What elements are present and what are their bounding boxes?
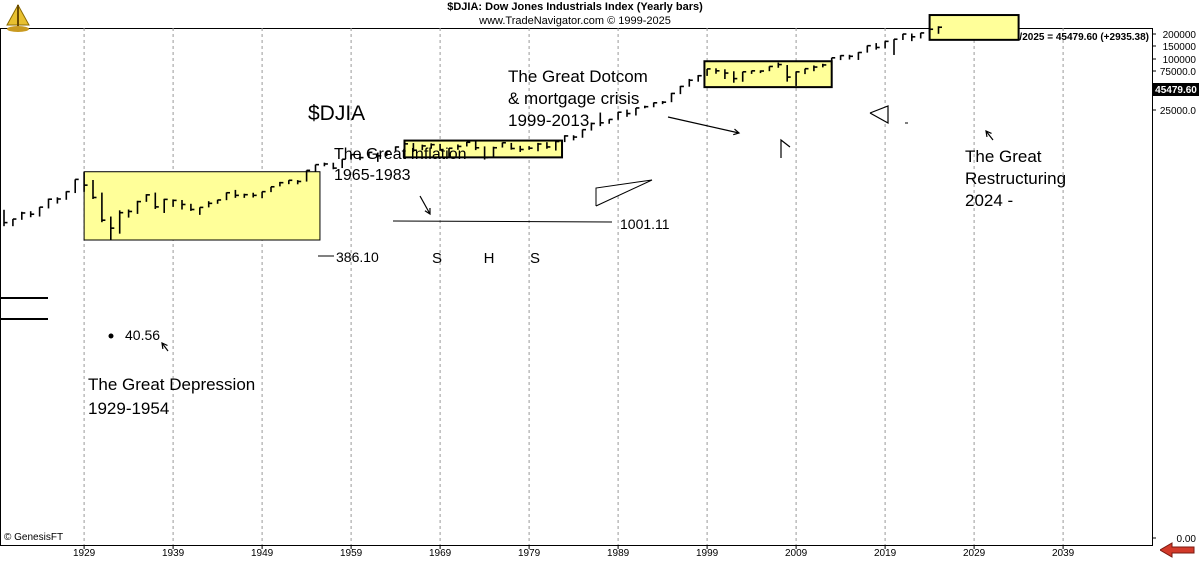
x-tick-label: 2029	[963, 548, 986, 559]
y-tick-label: 75000.0	[1160, 67, 1197, 78]
zone-label-depression: The Great Depression	[88, 375, 255, 394]
y-tick-label: 100000	[1163, 55, 1197, 66]
annotation-arrow-head	[424, 207, 431, 216]
y-tick-label: 150000	[1163, 42, 1197, 53]
annotation-arrow-head	[985, 130, 992, 138]
plot-frame	[0, 28, 1153, 546]
annotation-arrow	[667, 116, 740, 134]
x-tick-label: 2019	[874, 548, 897, 559]
chart-subtitle: www.TradeNavigator.com © 1999-2025	[479, 15, 671, 27]
trade-navigator-logo-icon[interactable]	[3, 3, 33, 38]
zone-box	[703, 60, 833, 89]
y-tick-label: 0.00	[1177, 534, 1197, 545]
price-readout: 12/31/2025 = 45479.60 (+2935.38)	[994, 32, 1149, 43]
zone-years-inflation: 1965-1983	[334, 167, 411, 184]
annotation-arrow	[161, 342, 169, 352]
price-label-1001: 1001.11	[620, 216, 670, 232]
copyright-label: © GenesisFT	[4, 532, 64, 543]
zone-label-inflation: The Great Inflation	[334, 146, 467, 163]
x-tick-label: 1999	[696, 548, 719, 559]
zone-label-restructuring: The Great	[965, 147, 1042, 166]
chart-title-bar: $DJIA: Dow Jones Industrials Index (Year…	[447, 1, 703, 13]
x-tick-label: 1969	[429, 548, 452, 559]
x-tick-label: 1939	[162, 548, 185, 559]
zone-box	[403, 139, 564, 159]
y-tick-label: 200000	[1163, 30, 1197, 41]
annotation-arrow-head	[733, 128, 741, 136]
red-left-arrow-icon[interactable]	[1159, 542, 1196, 563]
x-tick-label: 1929	[73, 548, 96, 559]
zone-label-dotcom: The Great Dotcom	[508, 67, 648, 86]
x-tick-label: 1949	[251, 548, 274, 559]
x-tick-label: 1989	[607, 548, 630, 559]
resistance-line	[392, 220, 613, 223]
head-shoulders-label: S	[432, 250, 442, 267]
x-tick-label: 2039	[1052, 548, 1075, 559]
zone-subtitle-restructuring: Restructuring	[965, 169, 1066, 188]
price-label-low: 40.56	[125, 327, 160, 343]
annotation-arrow	[419, 195, 431, 215]
zone-years-dotcom: 1999-2013	[508, 111, 589, 130]
chart-symbol-label: $DJIA	[308, 102, 365, 125]
triangle-pattern	[595, 179, 653, 207]
price-label-386: 386.10	[336, 249, 379, 265]
head-shoulders-label: S	[530, 250, 540, 267]
last-price-value: 45479.60	[1155, 85, 1197, 96]
zone-years-restructuring: 2024 -	[965, 191, 1013, 210]
head-shoulders-label: H	[484, 250, 495, 267]
x-tick-label: 1979	[518, 548, 541, 559]
low-point-marker	[108, 333, 114, 339]
last-price-badge: 45479.60	[1153, 83, 1199, 96]
x-tick-label: 2009	[785, 548, 808, 559]
triangle-pattern	[780, 138, 791, 158]
annotation-arrow	[985, 130, 994, 141]
y-tick-label: 25000.0	[1160, 106, 1197, 117]
zone-subtitle-dotcom: & mortgage crisis	[508, 89, 639, 108]
zone-years-depression: 1929-1954	[88, 399, 169, 418]
annotation-arrow-head	[161, 341, 168, 350]
x-tick-label: 1959	[340, 548, 363, 559]
triangle-pattern	[869, 105, 889, 125]
zone-box	[928, 14, 1020, 41]
